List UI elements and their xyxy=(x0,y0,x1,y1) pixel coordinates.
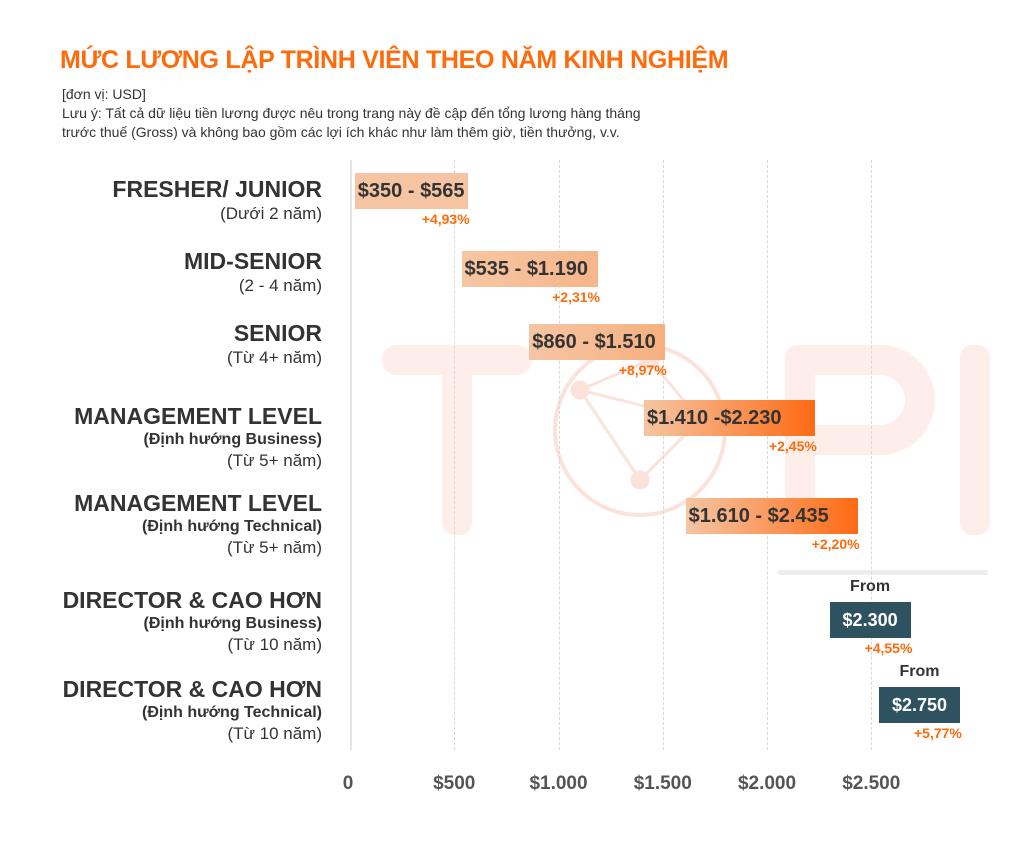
range-bar: $1.410 -$2.230 xyxy=(643,400,815,436)
gridline xyxy=(662,160,664,750)
row-label: DIRECTOR & CAO HƠN (Định hướng Technical)… xyxy=(63,676,322,745)
row-label: DIRECTOR & CAO HƠN (Định hướng Business) (… xyxy=(63,587,322,656)
level-name: MID-SENIOR xyxy=(184,248,322,274)
unit-label: [đơn vị: USD] xyxy=(62,86,146,102)
range-bar: $535 - $1.190 xyxy=(461,251,599,287)
growth-label: +2,31% xyxy=(552,289,600,305)
level-years: (Từ 5+ năm) xyxy=(227,451,322,470)
growth-label: +8,97% xyxy=(618,362,667,378)
row-label: MANAGEMENT LEVEL (Định hướng Technical) (T… xyxy=(74,490,322,559)
growth-label: +4,93% xyxy=(421,211,470,227)
level-years: (Từ 4+ năm) xyxy=(227,348,322,367)
level-name: MANAGEMENT LEVEL xyxy=(74,490,322,516)
row-label: MID-SENIOR (2 - 4 năm) xyxy=(184,248,322,297)
growth-label: +2,45% xyxy=(768,438,817,454)
growth-label: +5,77% xyxy=(914,725,962,741)
level-name: SENIOR xyxy=(233,320,322,346)
row-label: SENIOR (Từ 4+ năm) xyxy=(227,320,322,369)
level-name: FRESHER/ JUNIOR xyxy=(112,176,322,202)
level-detail: (Định hướng Business) xyxy=(143,431,322,448)
range-bar: $860 - $1.510 xyxy=(529,324,665,360)
row-label: FRESHER/ JUNIOR (Dưới 2 năm) xyxy=(112,176,322,225)
level-name: DIRECTOR & CAO HƠN xyxy=(62,587,322,613)
gridline xyxy=(558,160,560,750)
row-label: MANAGEMENT LEVEL (Định hướng Business) (Từ… xyxy=(74,403,322,472)
range-bar: $350 - $565 xyxy=(354,173,468,209)
level-years: (Từ 10 năm) xyxy=(227,724,322,743)
y-axis-line xyxy=(350,160,352,750)
level-years: (Từ 5+ năm) xyxy=(227,538,322,557)
from-label: From xyxy=(850,578,891,595)
x-tick-label: $1.500 xyxy=(633,773,692,794)
from-bar: $2.300 xyxy=(829,602,911,638)
level-years: (Dưới 2 năm) xyxy=(220,204,322,223)
range-bar: $1.610 - $2.435 xyxy=(685,498,858,534)
level-years: (Từ 10 năm) xyxy=(227,635,322,654)
x-tick-label: $2.500 xyxy=(842,773,901,794)
growth-label: +2,20% xyxy=(811,536,860,552)
level-detail: (Định hướng Technical) xyxy=(142,704,322,721)
x-tick-label: $1.000 xyxy=(529,773,588,794)
gridline xyxy=(767,160,768,750)
note-text: Lưu ý: Tất cả dữ liệu tiền lương được nê… xyxy=(62,105,641,140)
level-detail: (Định hướng Technical) xyxy=(142,518,322,535)
level-years: (2 - 4 năm) xyxy=(238,276,322,295)
level-name: MANAGEMENT LEVEL xyxy=(74,403,322,429)
x-tick-label: $2.000 xyxy=(737,773,797,794)
x-tick-label: $500 xyxy=(433,773,476,794)
level-name: DIRECTOR & CAO HƠN xyxy=(62,676,322,702)
from-label: From xyxy=(899,663,940,680)
from-bar: $2.750 xyxy=(879,687,961,723)
chart-title: MỨC LƯƠNG LẬP TRÌNH VIÊN THEO NĂM KINH N… xyxy=(60,46,729,74)
gridline xyxy=(454,160,456,750)
gridline xyxy=(871,160,873,750)
level-detail: (Định hướng Business) xyxy=(143,615,322,632)
x-tick-label: 0 xyxy=(342,773,354,794)
growth-label: +4,55% xyxy=(864,640,913,656)
